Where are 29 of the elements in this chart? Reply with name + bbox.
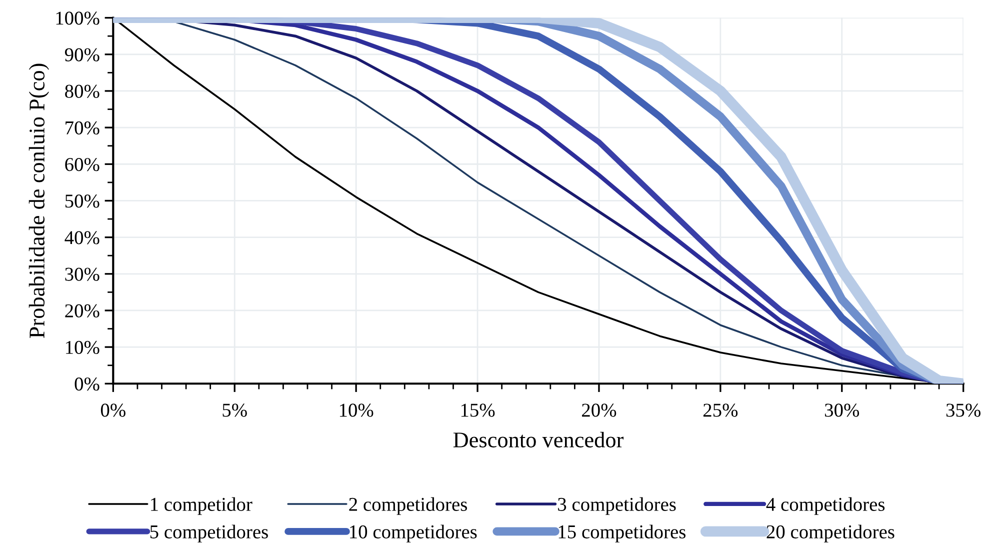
y-tick-label: 80% [65,84,100,98]
legend-label: 20 competidores [766,524,894,542]
legend-label: 2 competidores [349,497,467,515]
y-tick-label: 30% [65,268,100,281]
y-tick-label: 0% [74,377,100,391]
y-tick-label: 100% [56,12,100,25]
x-tick-label: 30% [824,404,860,417]
x-tick-label: 15% [461,404,495,417]
y-tick-label: 60% [65,158,100,172]
legend-label: 4 competidores [766,497,885,515]
x-tick-label: 25% [703,404,738,417]
legend-label: 3 competidores [558,497,676,515]
x-axis-title: Desconto vencedor [453,432,624,448]
x-tick-label: 35% [946,404,980,417]
y-axis-title: Probabilidade de conluio P(co) [28,64,50,338]
y-tick-label: 90% [64,48,100,62]
x-tick-label: 0% [100,404,126,417]
y-tick-label: 10% [66,340,100,354]
legend-label: 10 competidores [350,524,477,542]
x-tick-label: 10% [340,404,374,417]
y-tick-label: 40% [64,231,100,244]
y-tick-label: 70% [66,121,100,135]
x-tick-label: 20% [582,404,616,417]
legend-label: 1 competidor [151,497,252,515]
x-tick-label: 5% [222,404,247,417]
legend-label: 5 competidores [150,524,268,542]
y-tick-label: 20% [65,304,100,318]
legend-label: 15 competidores [558,524,686,542]
y-tick-label: 50% [65,194,100,208]
